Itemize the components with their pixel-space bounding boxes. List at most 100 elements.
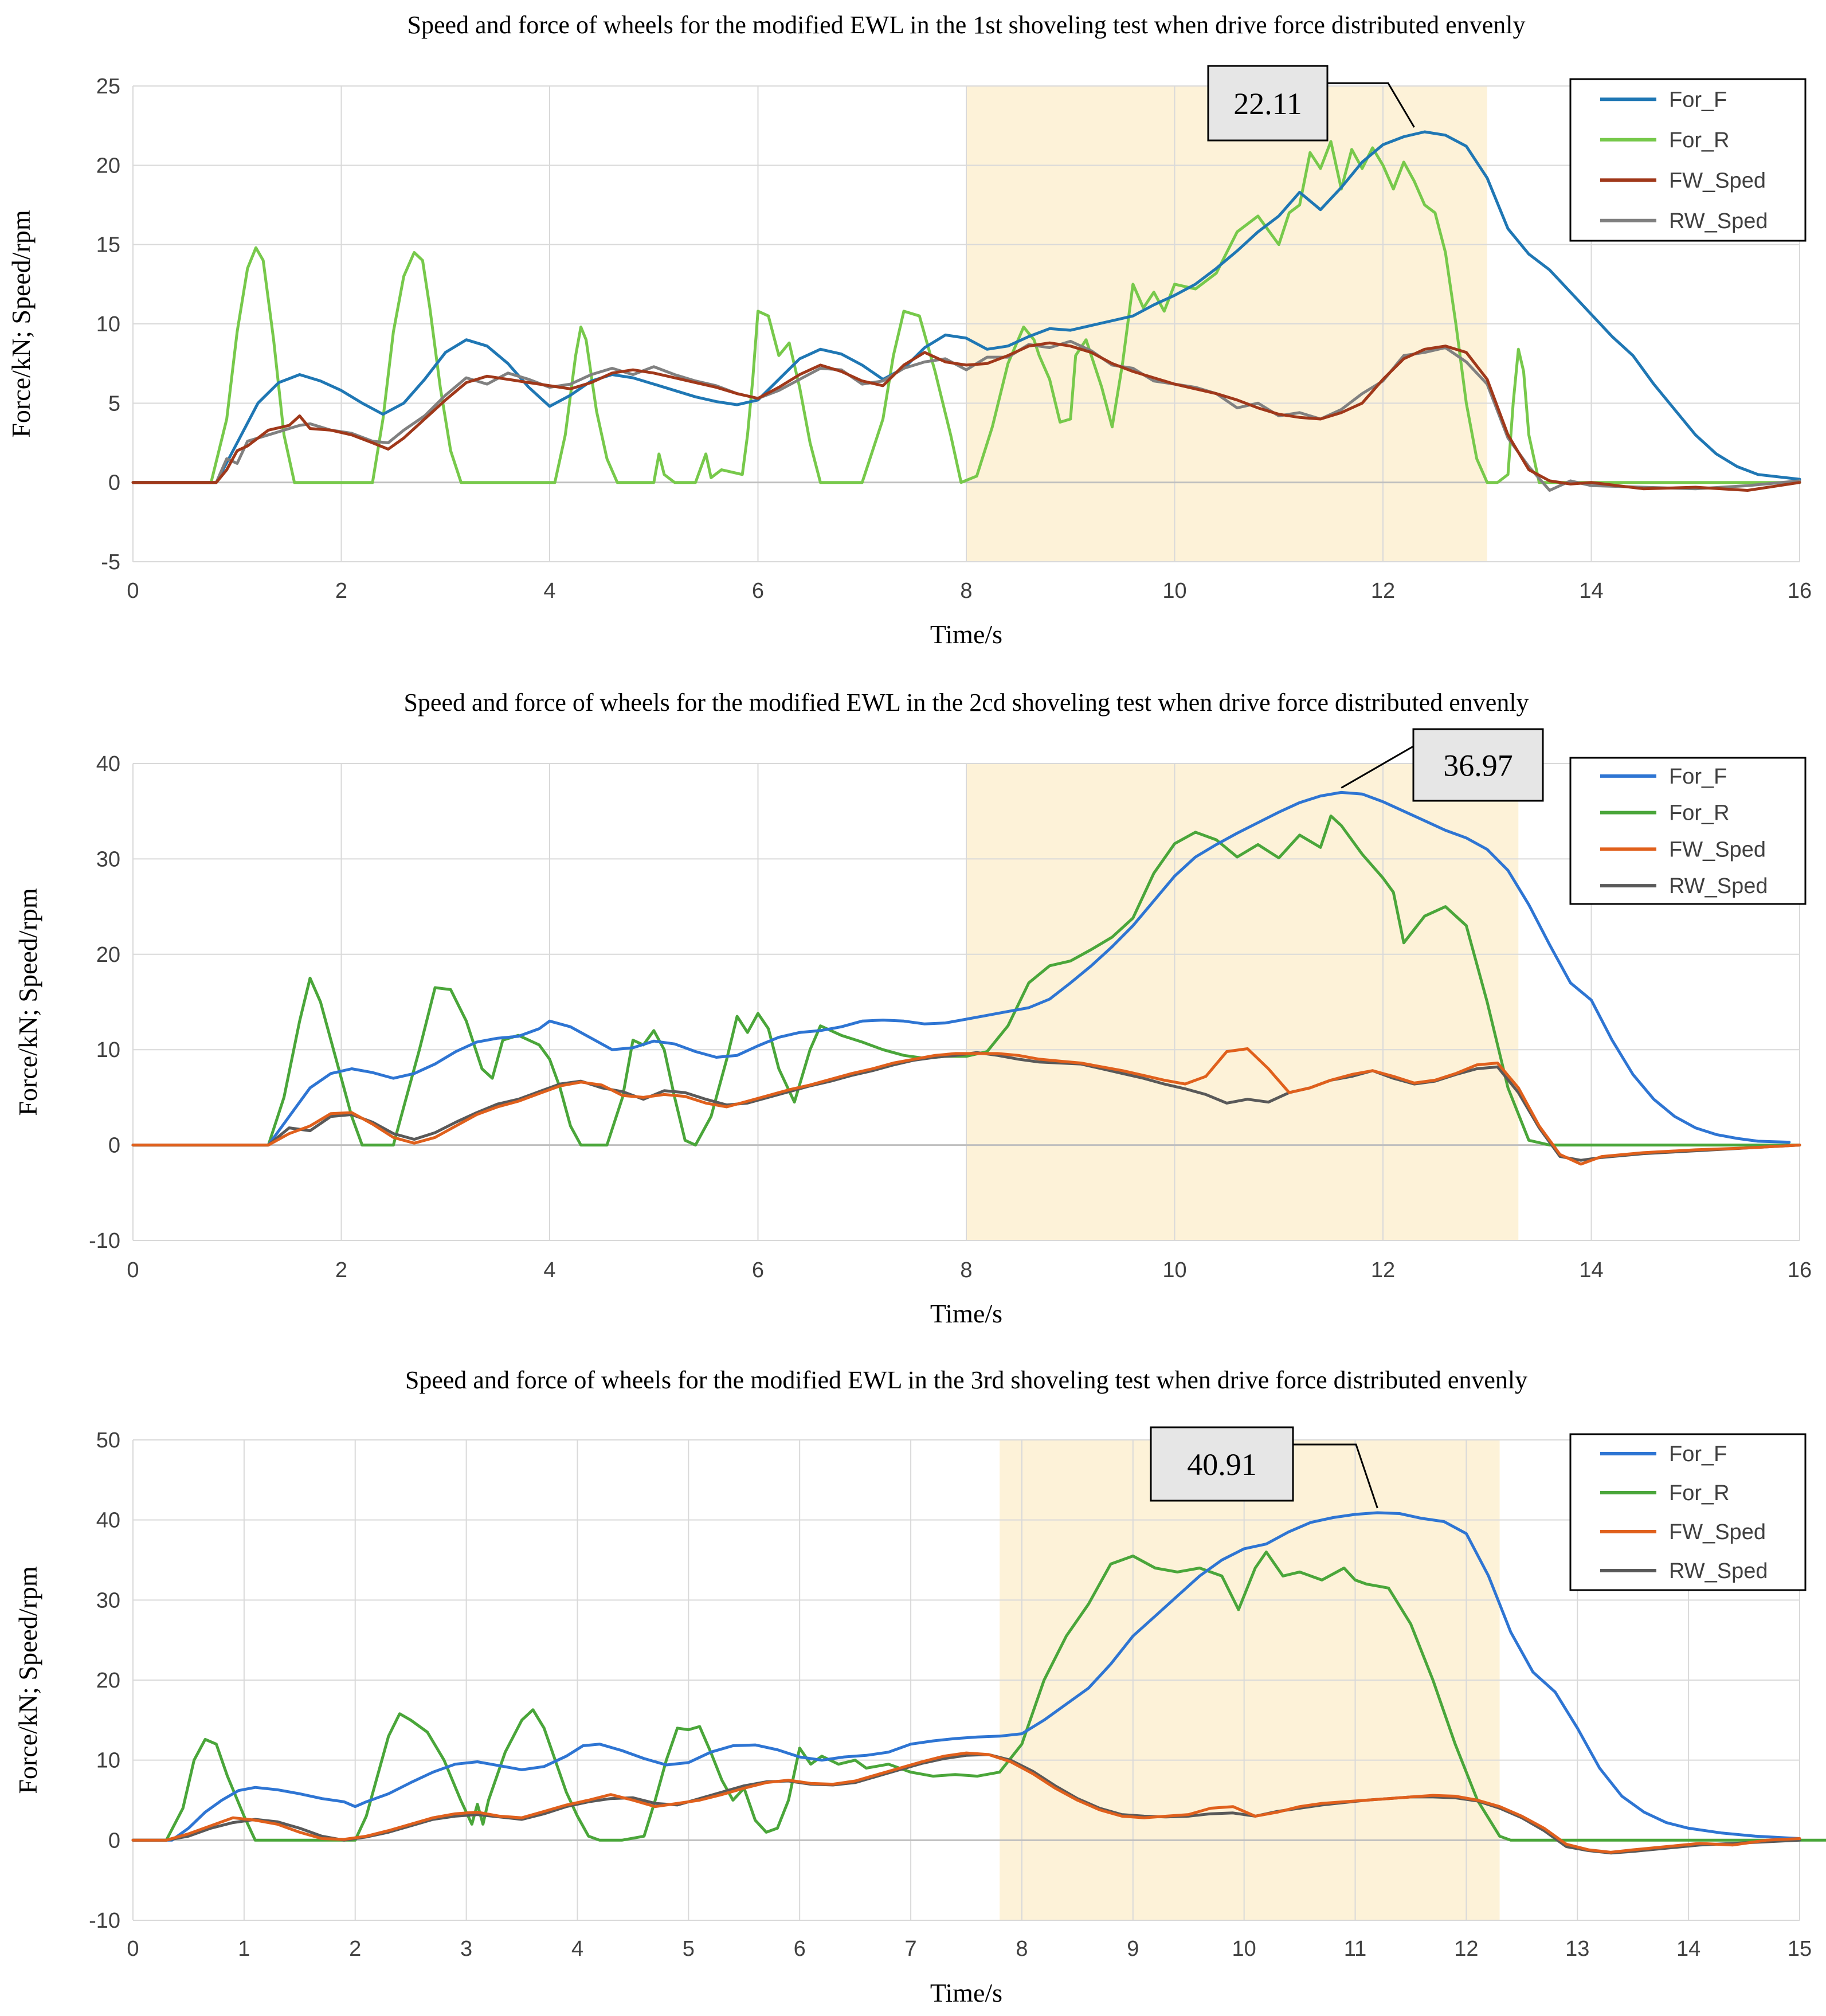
y-tick-label: 0	[108, 471, 120, 495]
legend-label: For_R	[1669, 801, 1730, 825]
x-tick-label: 1	[238, 1937, 250, 1961]
x-tick-label: 8	[960, 579, 972, 603]
y-axis-label: Force/kN; Speed/rpm	[13, 1566, 42, 1794]
chart-title: Speed and force of wheels for the modifi…	[403, 688, 1529, 717]
legend-label: FW_Sped	[1669, 169, 1766, 193]
series-line-fw-sped	[131, 1047, 1801, 1166]
y-tick-label: -10	[89, 1909, 120, 1933]
x-tick-label: 12	[1454, 1937, 1478, 1961]
y-axis-label: Force/kN; Speed/rpm	[13, 888, 42, 1116]
x-tick-label: 16	[1788, 579, 1812, 603]
highlight-band	[966, 764, 1519, 1240]
y-tick-label: 30	[96, 1588, 120, 1612]
y-tick-label: 25	[96, 75, 120, 99]
legend-box	[1569, 1433, 1807, 1591]
x-axis-label: Time/s	[930, 620, 1002, 649]
y-tick-label: 50	[96, 1428, 120, 1453]
chart-2: Speed and force of wheels for the modifi…	[13, 688, 1812, 1328]
series-line-for-r	[131, 1551, 1826, 1842]
x-tick-label: 6	[794, 1937, 806, 1961]
y-tick-label: 40	[96, 752, 120, 776]
x-tick-label: 11	[1344, 1937, 1366, 1961]
x-tick-label: 10	[1162, 1258, 1186, 1282]
y-tick-label: -10	[89, 1229, 120, 1253]
series-line-rw-sped	[131, 1753, 1801, 1855]
x-tick-label: 2	[335, 1258, 347, 1282]
y-axis-label: Force/kN; Speed/rpm	[6, 210, 36, 438]
x-tick-label: 2	[349, 1937, 361, 1961]
x-tick-label: 6	[752, 579, 764, 603]
legend-label: For_R	[1669, 128, 1730, 152]
y-tick-label: 20	[96, 943, 120, 967]
x-tick-label: 12	[1371, 1258, 1395, 1282]
legend-box	[1569, 757, 1807, 905]
x-tick-label: 4	[543, 1258, 555, 1282]
x-tick-label: 0	[127, 1937, 139, 1961]
series-line-fw-sped	[131, 1751, 1801, 1854]
x-tick-label: 8	[1016, 1937, 1028, 1961]
x-tick-label: 10	[1162, 579, 1186, 603]
x-axis-label: Time/s	[930, 1299, 1002, 1328]
legend-box	[1569, 78, 1807, 242]
legend-label: RW_Sped	[1669, 1559, 1768, 1583]
y-tick-label: 30	[96, 847, 120, 871]
x-tick-label: 10	[1232, 1937, 1256, 1961]
callout-leader	[1293, 1443, 1378, 1509]
x-tick-label: 13	[1565, 1937, 1589, 1961]
x-tick-label: 2	[335, 579, 347, 603]
legend-label: For_F	[1669, 765, 1727, 789]
x-tick-label: 16	[1788, 1258, 1812, 1282]
legend-label: RW_Sped	[1669, 874, 1768, 898]
y-tick-label: 0	[108, 1829, 120, 1853]
x-tick-label: 14	[1676, 1937, 1700, 1961]
x-axis-label: Time/s	[930, 1978, 1002, 2007]
x-tick-label: 7	[904, 1937, 916, 1961]
y-tick-label: 10	[96, 312, 120, 336]
chart-3: Speed and force of wheels for the modifi…	[13, 1366, 1826, 2007]
x-tick-label: 9	[1127, 1937, 1139, 1961]
x-tick-label: 0	[127, 579, 139, 603]
x-tick-label: 5	[683, 1937, 695, 1961]
series-line-for-r	[131, 815, 1801, 1147]
callout-value: 36.97	[1443, 749, 1513, 783]
callout-box	[1150, 1426, 1294, 1502]
legend-label: FW_Sped	[1669, 837, 1766, 862]
callout-box	[1207, 65, 1329, 142]
x-tick-label: 14	[1579, 1258, 1603, 1282]
x-tick-label: 8	[960, 1258, 972, 1282]
callout-value: 22.11	[1233, 87, 1302, 121]
series-line-for-r	[131, 140, 1801, 484]
y-tick-label: -5	[101, 550, 120, 574]
series-line-fw-sped	[131, 341, 1801, 492]
y-tick-label: 10	[96, 1749, 120, 1773]
x-tick-label: 15	[1788, 1937, 1812, 1961]
legend-label: FW_Sped	[1669, 1520, 1766, 1544]
callout-leader	[1327, 82, 1415, 128]
series-line-for-f	[131, 790, 1791, 1147]
legend-label: For_F	[1669, 1442, 1727, 1466]
callout-value: 40.91	[1187, 1447, 1257, 1482]
chart-1: Speed and force of wheels for the modifi…	[6, 11, 1812, 649]
series-line-for-f	[131, 130, 1801, 484]
x-tick-label: 14	[1579, 579, 1603, 603]
y-tick-label: 40	[96, 1509, 120, 1533]
y-tick-label: 5	[108, 392, 120, 416]
x-tick-label: 3	[460, 1937, 472, 1961]
x-tick-label: 12	[1371, 579, 1395, 603]
series-line-for-f	[131, 1511, 1801, 1842]
x-tick-label: 0	[127, 1258, 139, 1282]
y-tick-label: 15	[96, 233, 120, 257]
x-tick-label: 4	[543, 579, 555, 603]
legend-label: RW_Sped	[1669, 209, 1768, 233]
y-tick-label: 0	[108, 1134, 120, 1158]
chart-title: Speed and force of wheels for the modifi…	[405, 1366, 1527, 1394]
callout-box	[1412, 728, 1544, 802]
legend-label: For_R	[1669, 1481, 1730, 1505]
y-tick-label: 10	[96, 1038, 120, 1062]
chart-title: Speed and force of wheels for the modifi…	[407, 11, 1526, 39]
x-tick-label: 6	[752, 1258, 764, 1282]
y-tick-label: 20	[96, 154, 120, 178]
y-tick-label: 20	[96, 1669, 120, 1693]
legend-label: For_F	[1669, 88, 1727, 112]
